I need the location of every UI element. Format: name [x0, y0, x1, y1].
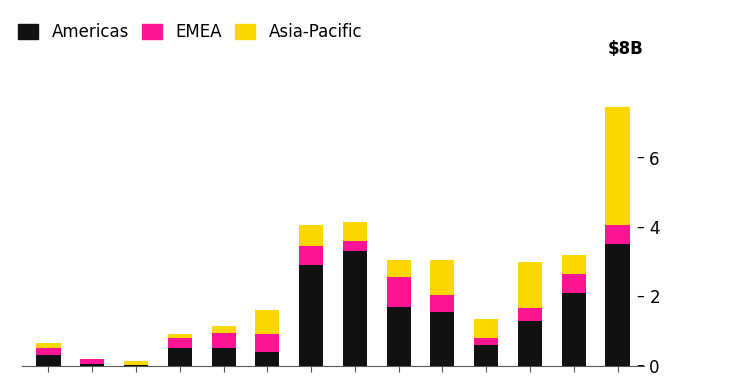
Legend: Americas, EMEA, Asia-Pacific: Americas, EMEA, Asia-Pacific — [18, 23, 363, 41]
Bar — [343, 241, 367, 251]
Bar — [386, 260, 411, 277]
Text: –: – — [636, 219, 644, 235]
Text: –: – — [636, 289, 644, 304]
Bar — [80, 364, 104, 366]
Bar — [299, 246, 323, 265]
Bar — [562, 255, 586, 274]
Text: –: – — [636, 358, 644, 373]
Bar — [605, 244, 630, 366]
Bar — [562, 293, 586, 366]
Bar — [343, 251, 367, 366]
Bar — [431, 312, 454, 366]
Bar — [124, 361, 148, 365]
Bar — [255, 352, 280, 366]
Bar — [343, 222, 367, 241]
Bar — [605, 225, 630, 244]
Text: –: – — [636, 150, 644, 165]
Bar — [212, 326, 235, 333]
Bar — [431, 260, 454, 294]
Bar — [168, 338, 192, 348]
Bar — [36, 348, 61, 355]
Bar — [255, 310, 280, 335]
Bar — [124, 365, 148, 366]
Bar — [212, 348, 235, 366]
Bar — [562, 274, 586, 293]
Bar — [386, 307, 411, 366]
Bar — [36, 355, 61, 366]
Bar — [518, 308, 542, 321]
Bar — [605, 107, 630, 225]
Text: $8B: $8B — [608, 40, 644, 58]
Bar — [212, 333, 235, 348]
Bar — [168, 348, 192, 366]
Bar — [474, 338, 498, 345]
Bar — [518, 321, 542, 366]
Bar — [518, 262, 542, 308]
Bar — [255, 335, 280, 352]
Bar — [36, 343, 61, 348]
Bar — [474, 319, 498, 338]
Bar — [474, 345, 498, 366]
Bar — [299, 225, 323, 246]
Bar — [168, 335, 192, 338]
Bar — [80, 359, 104, 364]
Bar — [431, 294, 454, 312]
Bar — [386, 277, 411, 307]
Bar — [299, 265, 323, 366]
